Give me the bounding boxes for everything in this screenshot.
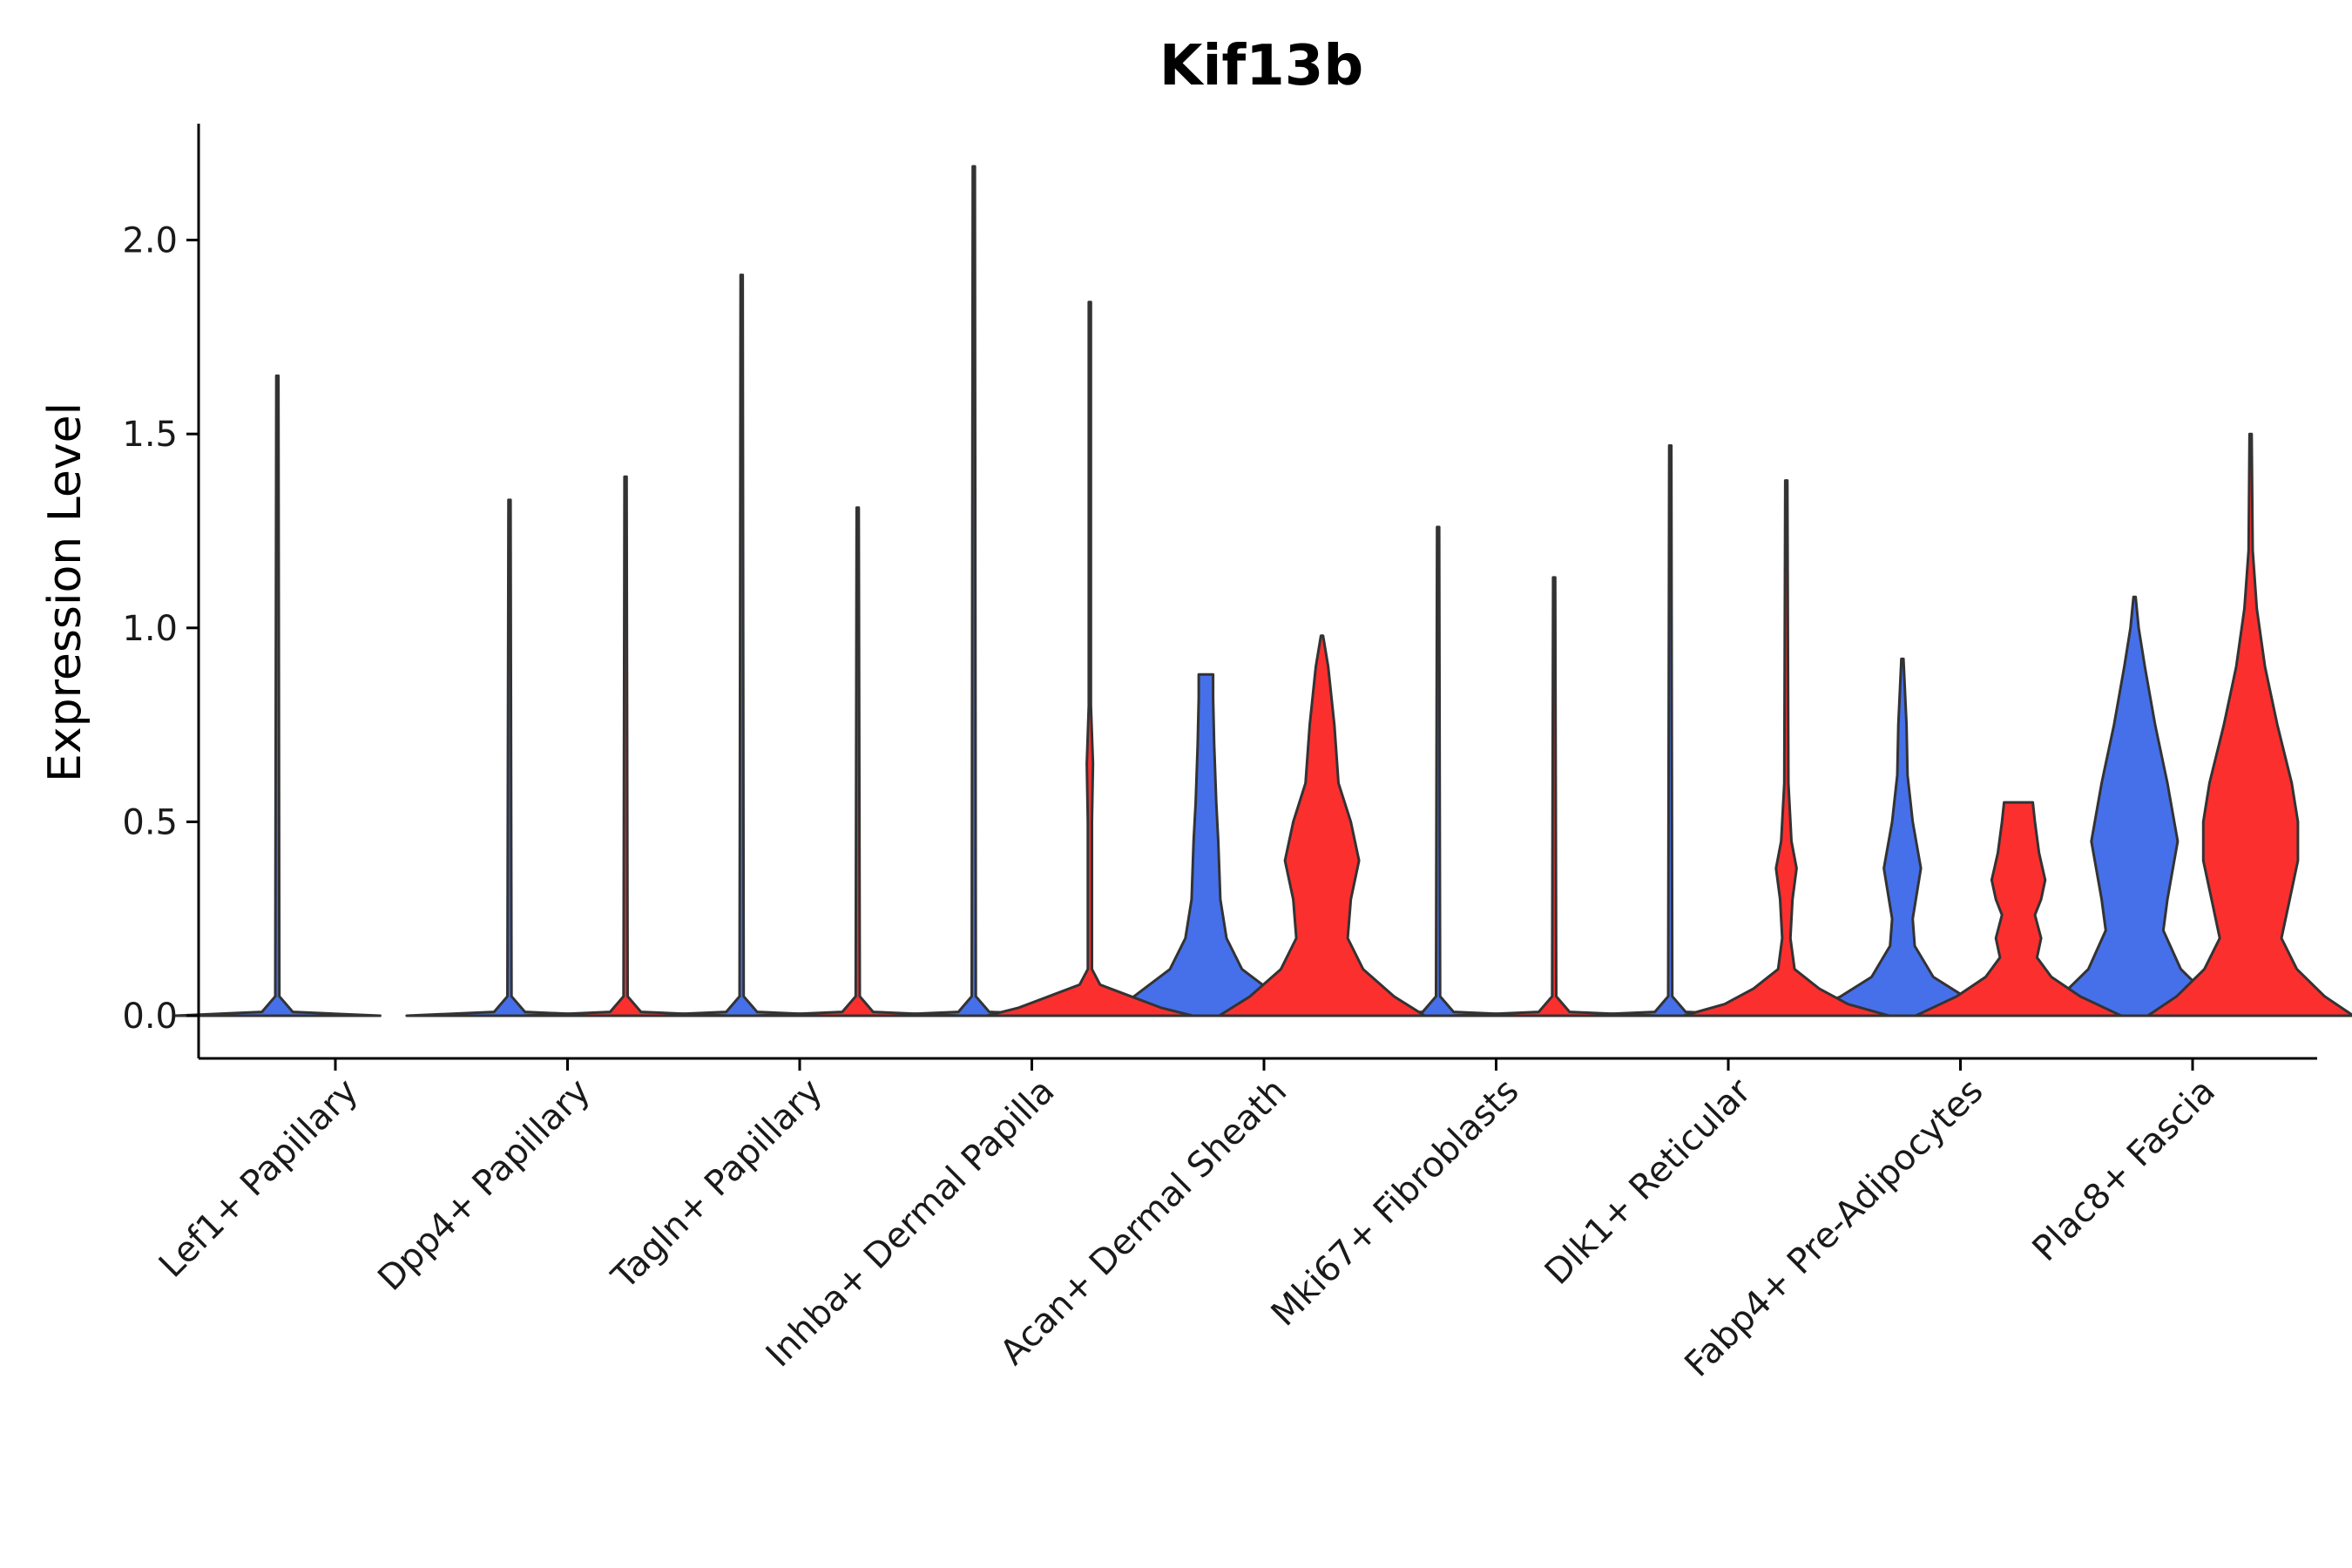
- violin-1-4: [869, 165, 1078, 1017]
- x-tick-label: Dlk1+ Reticular: [1538, 1071, 1760, 1293]
- x-tick-label: Tagln+ Papillary: [604, 1071, 830, 1298]
- y-tick-label: 2.0: [122, 221, 178, 261]
- chart-title: Kif13b: [1159, 34, 1363, 98]
- x-tick-label: Plac8+ Fascia: [2025, 1071, 2224, 1270]
- violin-2-6: [1450, 576, 1659, 1017]
- violin-2-3: [754, 506, 963, 1017]
- violin-2-9: [2146, 432, 2352, 1017]
- violin-2-7: [1682, 479, 1891, 1017]
- violin-1-7: [1565, 444, 1774, 1017]
- y-tick-label: 0.5: [122, 802, 178, 842]
- y-tick-label: 1.0: [122, 609, 178, 649]
- violin-2-5: [1218, 634, 1427, 1017]
- violin-1-3: [637, 274, 846, 1017]
- violin-2-2: [521, 475, 730, 1017]
- violin-1-2: [405, 498, 614, 1017]
- violin-1-8: [1798, 657, 2007, 1017]
- axes: 0.0 0.5 1.0 1.5 2.0 Lef1+ Papillary Dpp4+ Papi…: [122, 124, 2317, 1385]
- violin-1-1: [172, 374, 382, 1017]
- violin-layer: [172, 165, 2352, 1017]
- y-tick-label: 0.0: [122, 997, 178, 1037]
- violin-2-8: [1914, 801, 2123, 1017]
- y-tick-label: 1.5: [122, 415, 178, 455]
- x-tick-label: Mki67+ Fibroblasts: [1264, 1071, 1527, 1335]
- x-tick-label: Dpp4+ Papillary: [370, 1071, 598, 1299]
- y-axis-title: Expression Level: [39, 402, 91, 782]
- violin-1-6: [1334, 525, 1543, 1017]
- violin-1-5: [1101, 672, 1310, 1017]
- violin-2-4: [985, 301, 1194, 1017]
- violin-1-9: [2030, 595, 2239, 1017]
- x-tick-label: Lef1+ Papillary: [152, 1071, 366, 1286]
